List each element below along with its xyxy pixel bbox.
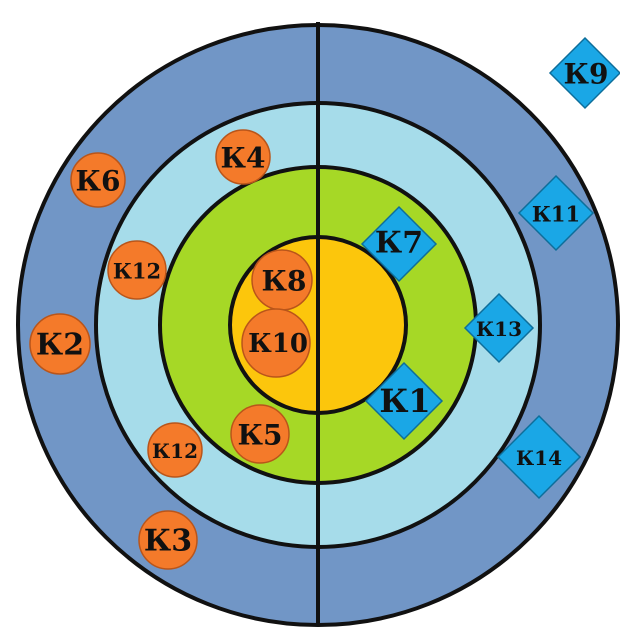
marker-label: К9 [564,58,609,91]
circle-marker-k6: К6 [70,152,126,208]
circle-marker-k8: К8 [251,249,313,311]
marker-label: К4 [221,142,266,175]
marker-label: К2 [36,328,84,363]
diamond-marker-k7: К7 [360,205,438,283]
circle-marker-k2: К2 [29,313,91,375]
marker-label: К6 [76,165,121,198]
marker-label: К7 [375,226,423,261]
circle-marker-k12-lower: К12 [147,422,203,478]
circle-marker-k5: К5 [230,404,290,464]
marker-label: К11 [532,202,580,227]
marker-label: К14 [516,446,562,470]
diamond-marker-k13: К13 [463,292,535,364]
circle-marker-k10: К10 [241,308,311,378]
diamond-marker-k1: К1 [364,361,444,441]
circle-marker-k4: К4 [215,129,271,185]
marker-label: К13 [476,317,522,341]
diamond-marker-k14: К14 [496,414,582,500]
marker-label: К12 [152,439,198,463]
diamond-marker-k9: К9 [548,36,620,110]
marker-label: К12 [113,259,161,284]
circle-marker-k3: К3 [138,510,198,570]
marker-label: К3 [144,524,192,559]
marker-label: К8 [262,265,307,298]
marker-label: К5 [238,419,283,452]
diamond-markers: К9 К11 К7 К13 К1 К14 [360,36,620,500]
circle-markers: К6 К4 К12 К8 К2 К10 К5 К12 [29,129,313,570]
marker-label: К10 [248,329,308,359]
circle-marker-k12-upper: К12 [107,240,167,300]
marker-label: К1 [379,382,430,420]
diamond-marker-k11: К11 [517,174,595,252]
